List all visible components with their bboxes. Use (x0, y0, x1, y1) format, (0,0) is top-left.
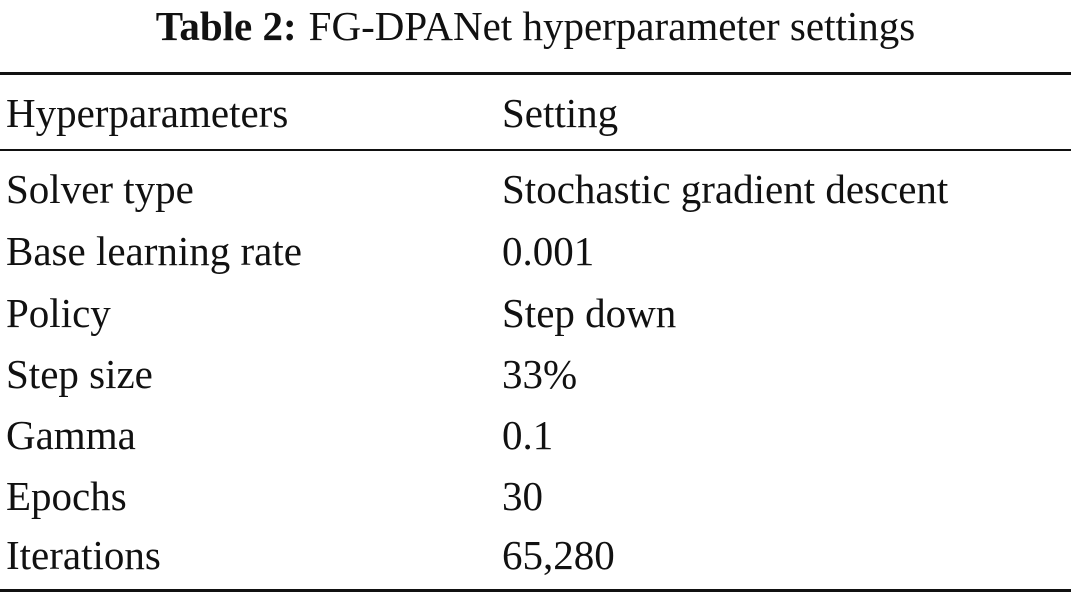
row-setting: 65,280 (502, 532, 615, 578)
row-hyperparameter: Epochs (6, 473, 127, 519)
table-row: Epochs 30 (0, 471, 1071, 521)
row-hyperparameter: Policy (6, 290, 111, 336)
table-top-rule (0, 72, 1071, 75)
caption-text: FG-DPANet hyperparameter settings (308, 3, 916, 49)
table-row: Base learning rate 0.001 (0, 226, 1071, 276)
table-row: Gamma 0.1 (0, 410, 1071, 460)
row-hyperparameter: Step size (6, 351, 153, 397)
header-setting: Setting (502, 90, 619, 136)
table-row: Iterations 65,280 (0, 530, 1071, 580)
table-header-rule (0, 149, 1071, 151)
table-row: Policy Step down (0, 288, 1071, 338)
caption-label: Table 2: (155, 3, 297, 49)
table-header-row: Hyperparameters Setting (0, 88, 1071, 138)
table-row: Solver type Stochastic gradient descent (0, 164, 1071, 214)
table-row: Step size 33% (0, 349, 1071, 399)
row-setting: Stochastic gradient descent (502, 166, 949, 212)
row-setting: 0.001 (502, 228, 595, 274)
row-setting: Step down (502, 290, 677, 336)
row-hyperparameter: Base learning rate (6, 228, 302, 274)
row-hyperparameter: Solver type (6, 166, 194, 212)
row-hyperparameter: Iterations (6, 532, 161, 578)
row-setting: 30 (502, 473, 543, 519)
row-setting: 33% (502, 351, 578, 397)
row-hyperparameter: Gamma (6, 412, 136, 458)
table-bottom-rule (0, 589, 1071, 592)
header-hyperparameters: Hyperparameters (6, 90, 289, 136)
row-setting: 0.1 (502, 412, 554, 458)
table-caption: Table 2: FG-DPANet hyperparameter setting… (0, 2, 1071, 50)
